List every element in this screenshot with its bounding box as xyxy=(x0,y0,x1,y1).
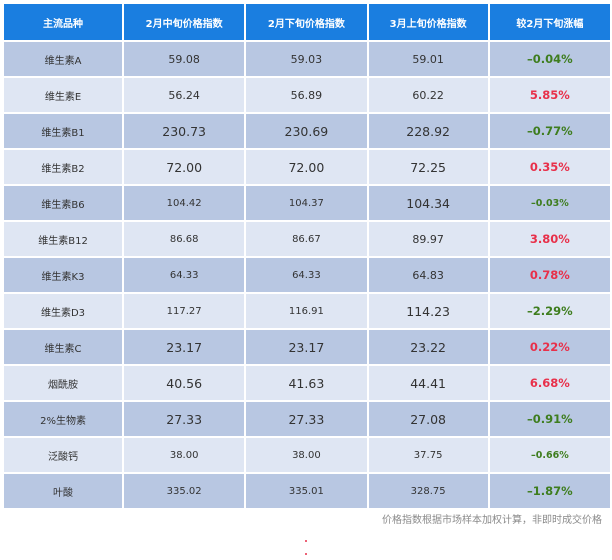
header-feb-late-index: 2月下旬价格指数 xyxy=(246,4,367,40)
mar-early-index: 27.08 xyxy=(368,402,488,436)
feb-late-index: 116.91 xyxy=(246,294,367,328)
variety-name: 维生素D3 xyxy=(4,294,123,328)
feb-mid-index: 27.33 xyxy=(124,402,245,436)
header-variety: 主流品种 xyxy=(4,4,123,40)
feb-mid-index: 64.33 xyxy=(124,258,245,292)
variety-name: 维生素K3 xyxy=(4,258,123,292)
mar-early-index: 44.41 xyxy=(368,366,488,400)
variety-name: 维生素B12 xyxy=(4,222,123,256)
table-row: 2%生物素 27.33 27.33 27.08 –0.91% xyxy=(4,402,610,436)
feb-mid-index: 72.00 xyxy=(124,150,245,184)
change-percent: –0.04% xyxy=(489,42,610,76)
feb-late-index: 64.33 xyxy=(246,258,367,292)
feb-late-index: 86.67 xyxy=(246,222,367,256)
feb-mid-index: 86.68 xyxy=(124,222,245,256)
feb-late-index: 72.00 xyxy=(246,150,367,184)
variety-name: 泛酸钙 xyxy=(4,438,123,472)
feb-mid-index: 335.02 xyxy=(124,474,245,508)
mar-early-index: 114.23 xyxy=(368,294,488,328)
table-header-row: 主流品种 2月中旬价格指数 2月下旬价格指数 3月上旬价格指数 较2月下旬涨幅 xyxy=(4,4,610,40)
variety-name: 维生素A xyxy=(4,42,123,76)
mar-early-index: 228.92 xyxy=(368,114,488,148)
change-percent: 3.80% xyxy=(489,222,610,256)
mar-early-index: 37.75 xyxy=(368,438,488,472)
change-percent: –0.77% xyxy=(489,114,610,148)
mar-early-index: 72.25 xyxy=(368,150,488,184)
variety-name: 维生素B2 xyxy=(4,150,123,184)
variety-name: 叶酸 xyxy=(4,474,123,508)
feb-mid-index: 38.00 xyxy=(124,438,245,472)
variety-name: 维生素B6 xyxy=(4,186,123,220)
feb-mid-index: 40.56 xyxy=(124,366,245,400)
vitamin-price-index-table: 主流品种 2月中旬价格指数 2月下旬价格指数 3月上旬价格指数 较2月下旬涨幅 … xyxy=(2,2,612,510)
mar-early-index: 64.83 xyxy=(368,258,488,292)
variety-name: 维生素E xyxy=(4,78,123,112)
decorative-dot xyxy=(305,540,307,542)
table-row: 维生素B12 86.68 86.67 89.97 3.80% xyxy=(4,222,610,256)
header-mar-early-index: 3月上旬价格指数 xyxy=(368,4,488,40)
feb-late-index: 230.69 xyxy=(246,114,367,148)
table-row: 泛酸钙 38.00 38.00 37.75 –0.66% xyxy=(4,438,610,472)
mar-early-index: 104.34 xyxy=(368,186,488,220)
change-percent: 0.22% xyxy=(489,330,610,364)
table-row: 维生素E 56.24 56.89 60.22 5.85% xyxy=(4,78,610,112)
header-feb-mid-index: 2月中旬价格指数 xyxy=(124,4,245,40)
mar-early-index: 60.22 xyxy=(368,78,488,112)
change-percent: 6.68% xyxy=(489,366,610,400)
feb-late-index: 335.01 xyxy=(246,474,367,508)
header-change-vs-feb-late: 较2月下旬涨幅 xyxy=(489,4,610,40)
table-body: 维生素A 59.08 59.03 59.01 –0.04% 维生素E 56.24 56.89 6… xyxy=(4,42,610,508)
feb-late-index: 56.89 xyxy=(246,78,367,112)
table-row: 维生素B6 104.42 104.37 104.34 –0.03% xyxy=(4,186,610,220)
table-row: 维生素K3 64.33 64.33 64.83 0.78% xyxy=(4,258,610,292)
mar-early-index: 23.22 xyxy=(368,330,488,364)
table-row: 维生素D3 117.27 116.91 114.23 –2.29% xyxy=(4,294,610,328)
table-row: 维生素B2 72.00 72.00 72.25 0.35% xyxy=(4,150,610,184)
feb-late-index: 104.37 xyxy=(246,186,367,220)
change-percent: –2.29% xyxy=(489,294,610,328)
table-row: 维生素C 23.17 23.17 23.22 0.22% xyxy=(4,330,610,364)
mar-early-index: 59.01 xyxy=(368,42,488,76)
variety-name: 2%生物素 xyxy=(4,402,123,436)
table-row: 维生素A 59.08 59.03 59.01 –0.04% xyxy=(4,42,610,76)
variety-name: 维生素C xyxy=(4,330,123,364)
feb-late-index: 38.00 xyxy=(246,438,367,472)
table-row: 烟酰胺 40.56 41.63 44.41 6.68% xyxy=(4,366,610,400)
feb-mid-index: 230.73 xyxy=(124,114,245,148)
change-percent: –1.87% xyxy=(489,474,610,508)
variety-name: 烟酰胺 xyxy=(4,366,123,400)
feb-late-index: 27.33 xyxy=(246,402,367,436)
feb-mid-index: 117.27 xyxy=(124,294,245,328)
change-percent: 0.78% xyxy=(489,258,610,292)
change-percent: 5.85% xyxy=(489,78,610,112)
mar-early-index: 89.97 xyxy=(368,222,488,256)
change-percent: –0.03% xyxy=(489,186,610,220)
feb-mid-index: 56.24 xyxy=(124,78,245,112)
feb-mid-index: 59.08 xyxy=(124,42,245,76)
table-row: 叶酸 335.02 335.01 328.75 –1.87% xyxy=(4,474,610,508)
mar-early-index: 328.75 xyxy=(368,474,488,508)
variety-name: 维生素B1 xyxy=(4,114,123,148)
change-percent: 0.35% xyxy=(489,150,610,184)
feb-late-index: 41.63 xyxy=(246,366,367,400)
feb-mid-index: 104.42 xyxy=(124,186,245,220)
change-percent: –0.66% xyxy=(489,438,610,472)
decorative-dot xyxy=(305,553,307,555)
feb-late-index: 23.17 xyxy=(246,330,367,364)
feb-late-index: 59.03 xyxy=(246,42,367,76)
feb-mid-index: 23.17 xyxy=(124,330,245,364)
table-row: 维生素B1 230.73 230.69 228.92 –0.77% xyxy=(4,114,610,148)
footnote: 价格指数根据市场样本加权计算，非即时成交价格 xyxy=(382,515,602,526)
change-percent: –0.91% xyxy=(489,402,610,436)
